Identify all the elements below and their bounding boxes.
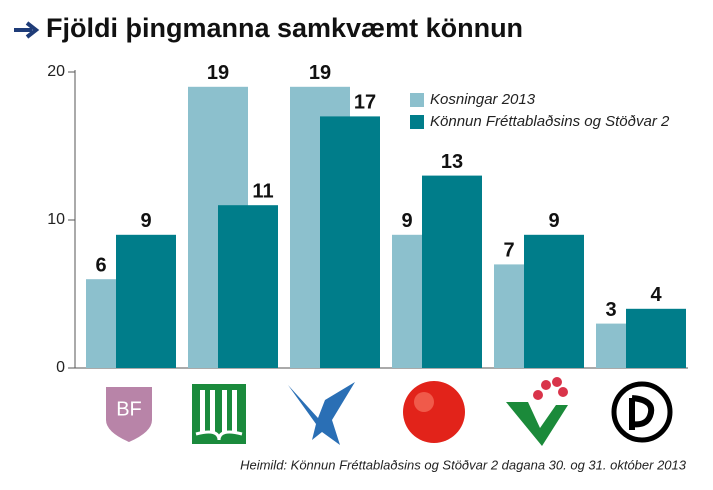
chart-title: Fjöldi þingmanna samkvæmt könnun: [46, 13, 523, 43]
bar: [116, 234, 176, 368]
logo-bf: BF: [106, 387, 152, 442]
title-arrow: [14, 21, 40, 39]
bar: [422, 175, 482, 368]
value-label: 11: [252, 180, 273, 202]
value-label: 4: [650, 284, 662, 306]
logo-pirate: [611, 381, 673, 443]
value-label: 13: [441, 151, 463, 173]
legend-swatch: [410, 115, 424, 129]
logo-v: [506, 377, 568, 446]
value-label: 3: [605, 299, 616, 321]
bar: [626, 308, 686, 368]
logo-text: BF: [116, 398, 142, 420]
value-label: 9: [140, 210, 151, 232]
value-label: 9: [401, 210, 412, 232]
y-tick-label: 20: [47, 63, 65, 80]
logo-book: [192, 384, 246, 444]
logo-ball: [403, 381, 465, 443]
source-note: Heimild: Könnun Fréttablaðsins og Stöðva…: [240, 457, 687, 472]
bar: [320, 116, 380, 369]
value-label: 7: [503, 240, 514, 262]
value-label: 19: [309, 62, 331, 84]
value-label: 6: [95, 254, 106, 276]
legend-label: Kosningar 2013: [430, 91, 536, 108]
value-label: 9: [548, 210, 559, 232]
bar: [218, 205, 278, 368]
value-label: 19: [207, 62, 229, 84]
legend-label: Könnun Fréttablaðsins og Stöðvar 2: [430, 113, 670, 130]
logo-falcon: [288, 382, 355, 445]
value-label: 17: [354, 92, 376, 114]
y-tick-label: 10: [47, 211, 65, 228]
y-tick-label: 0: [56, 359, 65, 376]
legend-swatch: [410, 93, 424, 107]
bar: [524, 234, 584, 368]
